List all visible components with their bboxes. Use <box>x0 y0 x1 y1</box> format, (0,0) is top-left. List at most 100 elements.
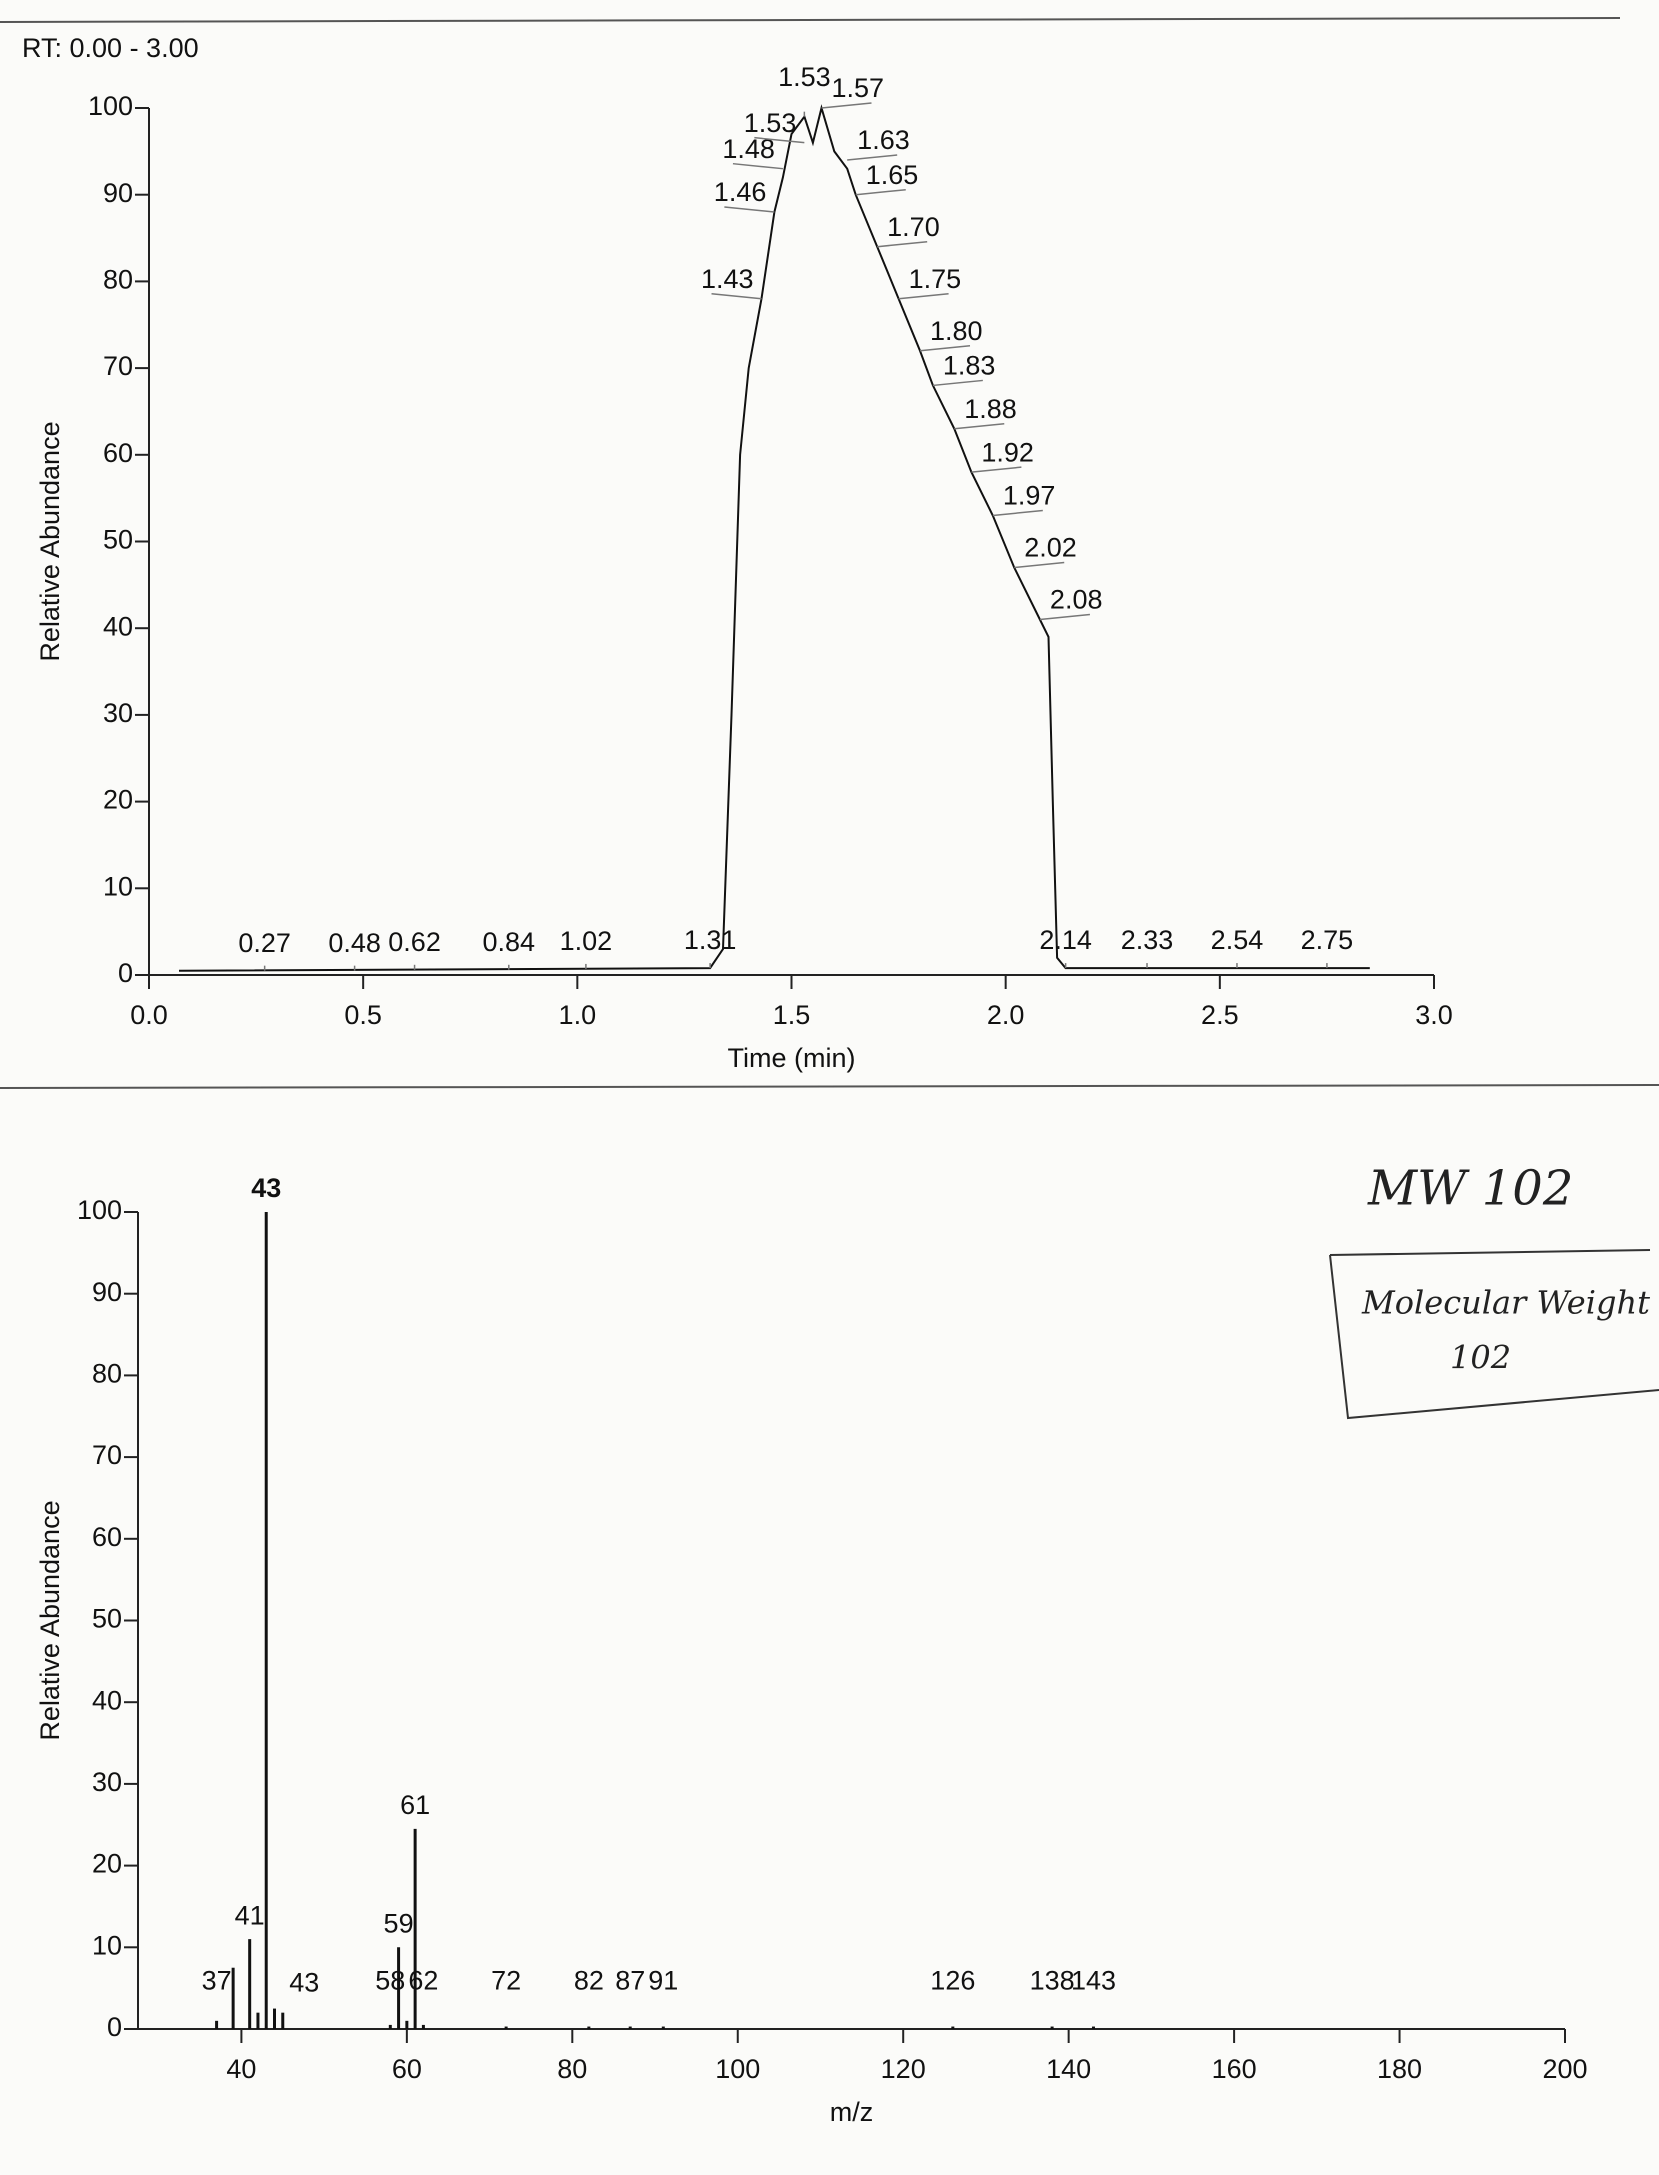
peak-label: 2.08 <box>1050 585 1103 615</box>
peak-label: 1.70 <box>887 212 940 242</box>
peak-label: 1.57 <box>831 73 884 103</box>
peak-label: 0.84 <box>483 927 536 957</box>
peak-label: 43 <box>251 1173 281 1203</box>
peak-leader <box>919 345 971 352</box>
peak-leader <box>1039 613 1091 621</box>
y-tick-label: 100 <box>88 91 133 121</box>
y-tick-label: 80 <box>92 1359 122 1389</box>
y-tick-label: 20 <box>103 785 133 815</box>
peak-label: 41 <box>235 1900 265 1930</box>
y-tick-label: 70 <box>103 351 133 381</box>
y-tick-label: 10 <box>103 871 133 901</box>
peak-leader <box>754 136 805 144</box>
peak-label: 72 <box>491 1966 521 1996</box>
peak-leader <box>855 188 906 196</box>
y-tick-label: 50 <box>103 525 133 555</box>
note-heading: MW 102 <box>1367 1161 1573 1217</box>
peak-label: 1.92 <box>981 437 1034 467</box>
x-tick-label: 1.5 <box>773 1000 811 1030</box>
x-tick-label: 2.5 <box>1201 1000 1239 1030</box>
peak-leader <box>992 509 1043 517</box>
peak-label: 2.33 <box>1121 925 1174 955</box>
note-box <box>1329 1249 1659 1420</box>
peak-label: 138 <box>1030 1966 1075 1996</box>
x-tick-label: 100 <box>715 2054 760 2084</box>
peak-label: 2.75 <box>1301 925 1354 955</box>
x-tick-label: 0.0 <box>130 1000 168 1030</box>
peak-label: 1.53 <box>744 108 797 138</box>
x-tick-label: 2.0 <box>987 1000 1025 1030</box>
peak-label: 126 <box>930 1966 975 1996</box>
peak-label: 1.75 <box>909 264 962 294</box>
y-tick-label: 0 <box>107 2012 122 2042</box>
peak-label: 1.46 <box>714 177 767 207</box>
x-tick-label: 60 <box>392 2054 422 2084</box>
peak-label: 91 <box>648 1966 678 1996</box>
x-axis-label: m/z <box>830 2097 874 2127</box>
peak-label: 1.02 <box>560 926 613 956</box>
y-tick-label: 80 <box>103 265 133 295</box>
peak-leader <box>898 292 949 300</box>
peak-leader <box>711 292 762 300</box>
peak-label: 1.43 <box>701 264 754 294</box>
y-tick-label: 40 <box>103 611 133 641</box>
peak-label: 1.63 <box>857 125 910 155</box>
y-tick-label: 90 <box>92 1277 122 1307</box>
peak-label: 87 <box>615 1966 645 1996</box>
peak-leader <box>732 162 784 170</box>
note-line: Molecular Weight <box>1361 1284 1650 1322</box>
peak-label: 37 <box>202 1966 232 1996</box>
peak-label: 2.14 <box>1039 925 1092 955</box>
peak-leader <box>971 466 1022 473</box>
y-tick-label: 50 <box>92 1604 122 1634</box>
peak-label: 59 <box>384 1908 414 1938</box>
peak-label: 1.88 <box>964 394 1017 424</box>
x-tick-label: 80 <box>557 2054 587 2084</box>
y-tick-label: 10 <box>92 1930 122 1960</box>
x-tick-label: 140 <box>1046 2054 1091 2084</box>
peak-label: 2.02 <box>1024 533 1077 563</box>
rule <box>0 1084 1659 1089</box>
peak-label: 0.62 <box>388 927 441 957</box>
peak-leader <box>877 240 928 248</box>
annotation: 43 <box>289 1968 319 1998</box>
x-tick-label: 3.0 <box>1415 1000 1453 1030</box>
peak-label: 0.48 <box>328 928 381 958</box>
peak-label: 0.27 <box>238 928 291 958</box>
peak-leader <box>847 154 898 161</box>
peak-label: 1.65 <box>866 160 919 190</box>
y-tick-label: 60 <box>92 1522 122 1552</box>
peak-label: 1.53 <box>778 62 831 92</box>
peak-label: 82 <box>574 1966 604 1996</box>
peak-label: 1.83 <box>943 351 996 381</box>
y-tick-label: 90 <box>103 178 133 208</box>
y-axis-label: Relative Abundance <box>35 421 65 661</box>
peak-label: 1.97 <box>1003 481 1056 511</box>
x-tick-label: 0.5 <box>344 1000 382 1030</box>
y-tick-label: 60 <box>103 438 133 468</box>
peak-label: 1.80 <box>930 316 983 346</box>
peak-leader <box>932 379 983 387</box>
y-axis-label: Relative Abundance <box>35 1500 65 1740</box>
x-tick-label: 1.0 <box>559 1000 597 1030</box>
peak-label: 62 <box>408 1966 438 1996</box>
peak-label: 1.31 <box>684 925 737 955</box>
y-tick-label: 30 <box>103 698 133 728</box>
x-tick-label: 180 <box>1377 2054 1422 2084</box>
note-line: 102 <box>1450 1339 1511 1377</box>
x-axis-label: Time (min) <box>728 1043 856 1073</box>
y-tick-label: 100 <box>77 1195 122 1225</box>
y-tick-label: 0 <box>118 958 133 988</box>
chart-title: RT: 0.00 - 3.00 <box>22 33 199 63</box>
x-tick-label: 120 <box>881 2054 926 2084</box>
peak-leader <box>1014 561 1065 569</box>
peak-label: 143 <box>1071 1966 1116 1996</box>
x-tick-label: 40 <box>226 2054 256 2084</box>
y-tick-label: 40 <box>92 1685 122 1715</box>
peak-leader <box>724 206 775 213</box>
peak-label: 58 <box>375 1966 405 1996</box>
x-tick-label: 160 <box>1212 2054 1257 2084</box>
peak-label: 61 <box>400 1790 430 1820</box>
y-tick-label: 30 <box>92 1767 122 1797</box>
